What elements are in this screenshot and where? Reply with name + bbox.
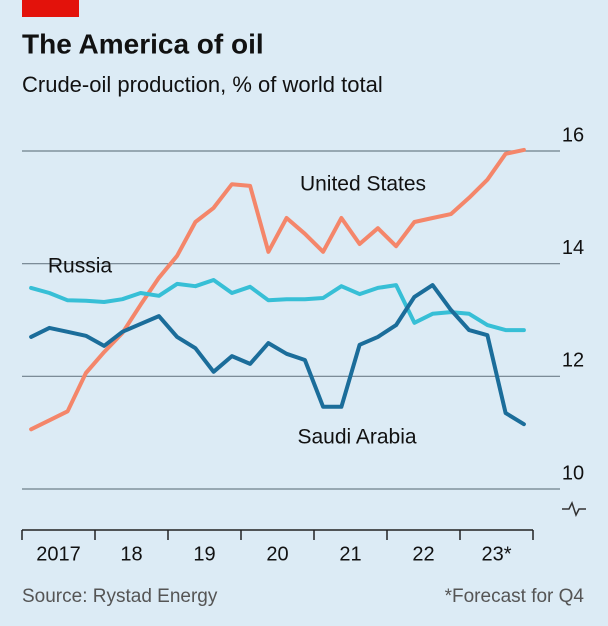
series-line: [29, 147, 526, 432]
footnote: *Forecast for Q4: [445, 586, 585, 607]
axis-break: [562, 501, 586, 517]
series-label: United States: [300, 173, 426, 196]
y-tick-label: 16: [562, 124, 584, 146]
x-tick-label: 23*: [481, 543, 511, 565]
x-tick-label: 2017: [36, 543, 81, 565]
y-tick-label: 14: [562, 237, 584, 259]
x-tick-label: 18: [120, 543, 142, 565]
chart-subtitle: Crude-oil production, % of world total: [22, 72, 383, 97]
series-line: [29, 283, 526, 427]
y-tick-label: 10: [562, 462, 584, 484]
series-label: Saudi Arabia: [297, 426, 416, 449]
source: Source: Rystad Energy: [22, 586, 218, 607]
series-label: Russia: [48, 255, 113, 278]
chart-title: The America of oil: [22, 28, 264, 59]
x-tick-label: 19: [193, 543, 215, 565]
y-tick-label: 12: [562, 350, 584, 372]
red-tab: [22, 0, 79, 17]
x-tick-label: 20: [266, 543, 288, 565]
x-tick-label: 21: [339, 543, 361, 565]
series-line: [29, 278, 526, 333]
x-tick-label: 22: [412, 543, 434, 565]
